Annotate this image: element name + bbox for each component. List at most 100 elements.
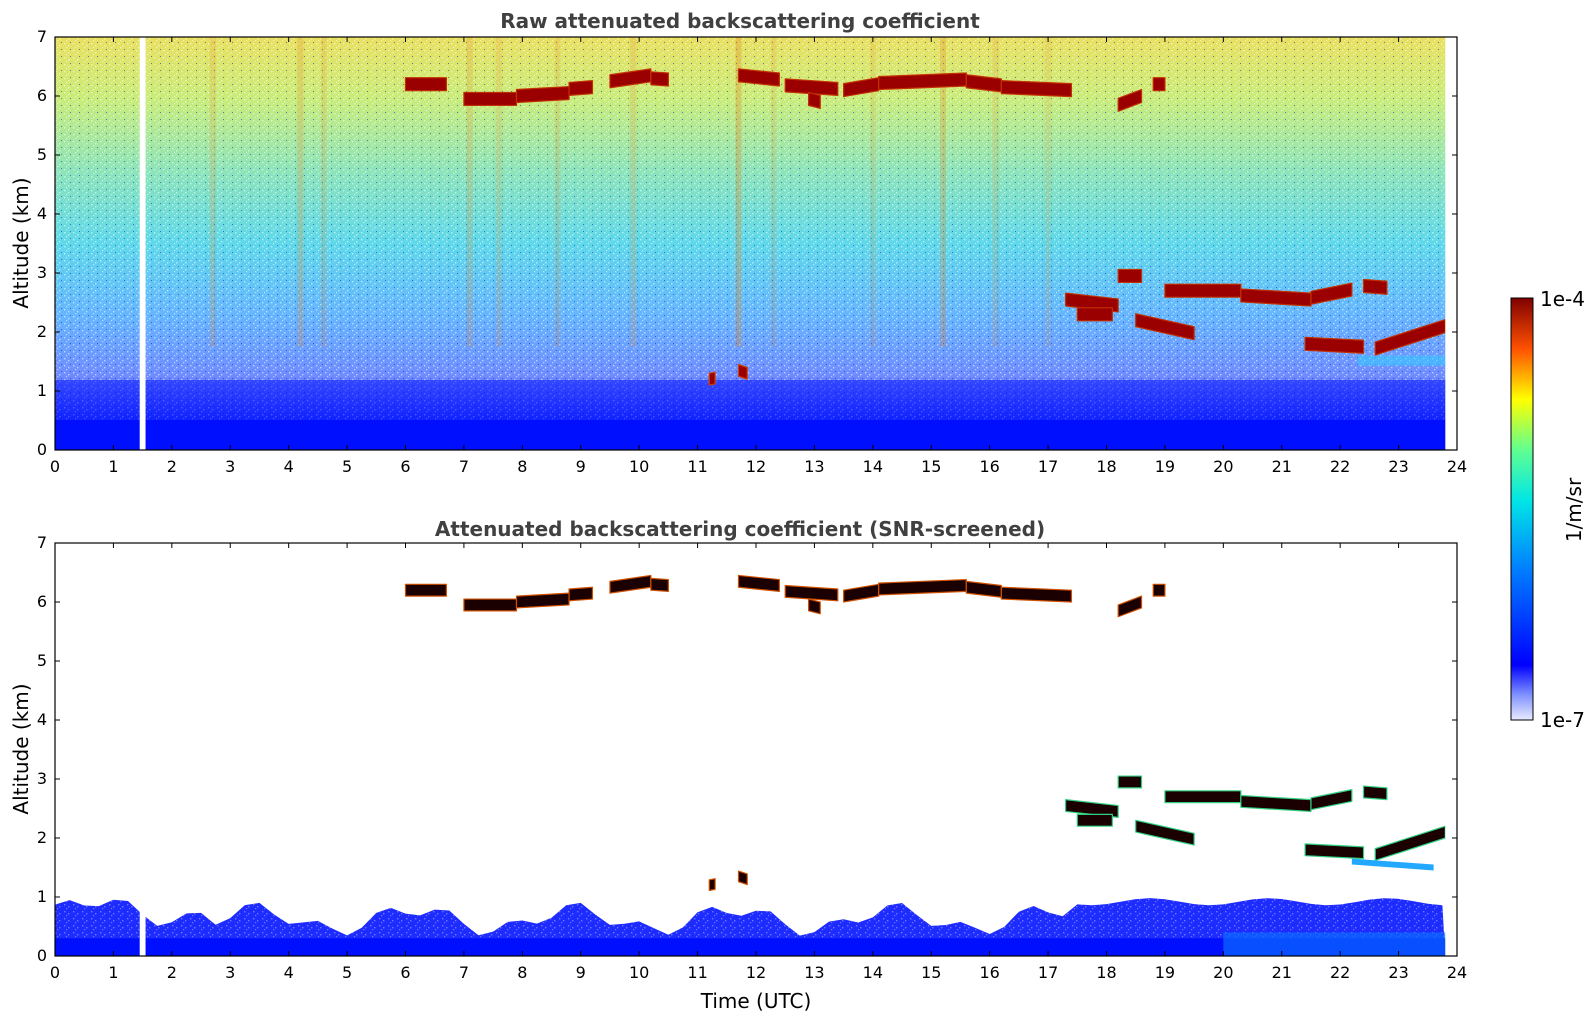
screened-boundary-layer [55, 898, 1446, 956]
x-tick-label: 14 [863, 457, 883, 476]
x-tick: 8 [517, 543, 527, 982]
x-tick: 4 [284, 543, 294, 982]
x-tick: 1 [108, 37, 119, 476]
x-tick-label: 21 [1272, 457, 1292, 476]
x-tick: 2 [167, 543, 177, 982]
x-tick-label: 13 [804, 963, 824, 982]
x-tick: 17 [1038, 37, 1058, 476]
x-tick-label: 11 [687, 963, 707, 982]
x-tick-label: 15 [921, 963, 941, 982]
x-tick-label: 6 [400, 457, 410, 476]
screened-upper-cloud [404, 574, 1166, 618]
x-tick: 5 [342, 543, 352, 982]
y-axis-label: Altitude (km) [9, 683, 33, 814]
x-tick: 0 [50, 37, 60, 476]
x-tick-label: 15 [921, 457, 941, 476]
x-tick: 13 [804, 543, 825, 982]
x-tick-label: 12 [746, 963, 766, 982]
x-tick-label: 19 [1155, 963, 1175, 982]
x-tick: 21 [1272, 37, 1292, 476]
y-tick: 0 [37, 946, 1457, 965]
raw-heatmap-field [55, 37, 1449, 450]
x-tick-label: 10 [629, 457, 649, 476]
y-tick-label: 1 [37, 381, 47, 400]
y-tick: 6 [37, 86, 1457, 105]
data-gap [1445, 37, 1457, 450]
x-tick: 12 [746, 543, 766, 982]
y-tick: 7 [37, 533, 1457, 552]
y-tick: 5 [37, 651, 1457, 670]
x-tick-label: 8 [517, 963, 527, 982]
x-tick-label: 21 [1272, 963, 1292, 982]
x-tick: 6 [400, 543, 411, 982]
y-tick-label: 0 [37, 946, 47, 965]
x-tick: 3 [225, 543, 235, 982]
x-tick: 9 [576, 543, 586, 982]
y-tick-label: 0 [37, 440, 47, 459]
raw-low-cloud [708, 363, 748, 386]
x-tick-label: 24 [1447, 963, 1467, 982]
y-tick-label: 6 [37, 86, 47, 105]
x-tick-label: 12 [746, 457, 766, 476]
data-gap [139, 37, 146, 450]
x-tick-label: 1 [108, 963, 118, 982]
x-tick: 7 [459, 37, 469, 476]
x-tick: 22 [1330, 543, 1350, 982]
x-tick-label: 6 [400, 963, 410, 982]
y-tick-label: 4 [37, 710, 47, 729]
x-tick: 4 [284, 37, 294, 476]
screened-low-cloud [708, 870, 748, 892]
x-tick: 16 [979, 543, 1000, 982]
y-tick: 3 [37, 263, 1457, 282]
screened-backscatter-panel: Attenuated backscattering coefficient (S… [9, 517, 1467, 1013]
colorbar: 1e-4 1e-7 1/m/sr [1510, 287, 1586, 732]
x-tick: 14 [863, 543, 883, 982]
y-tick: 4 [37, 710, 1457, 729]
raw-backscatter-panel: Raw attenuated backscattering coefficien… [9, 9, 1467, 476]
x-tick-label: 4 [284, 963, 294, 982]
colorbar-min-label: 1e-7 [1540, 708, 1585, 732]
raw-upper-cloud [404, 68, 1166, 112]
y-tick: 3 [37, 769, 1457, 788]
x-tick-label: 11 [687, 457, 707, 476]
x-tick: 10 [629, 543, 649, 982]
x-tick-label: 8 [517, 457, 527, 476]
y-tick-label: 1 [37, 887, 47, 906]
x-tick: 24 [1447, 543, 1467, 982]
x-tick: 23 [1388, 37, 1409, 476]
colorbar-unit-label: 1/m/sr [1562, 477, 1586, 542]
y-tick: 1 [37, 381, 1457, 400]
y-tick-label: 5 [37, 651, 47, 670]
x-tick: 0 [50, 543, 60, 982]
x-tick: 18 [1096, 37, 1117, 476]
virga-streaks [209, 37, 1052, 347]
x-tick-label: 18 [1096, 457, 1116, 476]
y-tick-label: 2 [37, 828, 47, 847]
x-tick-label: 3 [225, 457, 235, 476]
y-tick: 1 [37, 887, 1457, 906]
x-tick: 9 [576, 37, 586, 476]
x-tick-label: 16 [979, 457, 999, 476]
x-tick: 1 [108, 543, 119, 982]
x-tick: 5 [342, 37, 352, 476]
x-tick-label: 17 [1038, 963, 1058, 982]
x-tick-label: 18 [1096, 963, 1116, 982]
y-tick-label: 5 [37, 145, 47, 164]
panel-title-raw: Raw attenuated backscattering coefficien… [500, 9, 980, 33]
data-gap [1445, 543, 1457, 956]
x-tick-label: 13 [804, 457, 824, 476]
x-tick: 17 [1038, 543, 1058, 982]
y-tick-label: 6 [37, 592, 47, 611]
x-tick-label: 1 [108, 457, 118, 476]
x-tick: 6 [400, 37, 411, 476]
x-tick: 24 [1447, 37, 1467, 476]
x-tick: 12 [746, 37, 766, 476]
y-tick-label: 4 [37, 204, 47, 223]
x-tick: 20 [1213, 543, 1234, 982]
x-tick: 16 [979, 37, 1000, 476]
x-tick: 11 [687, 543, 708, 982]
x-tick: 23 [1388, 543, 1409, 982]
x-tick: 10 [629, 37, 649, 476]
x-tick: 19 [1155, 543, 1175, 982]
